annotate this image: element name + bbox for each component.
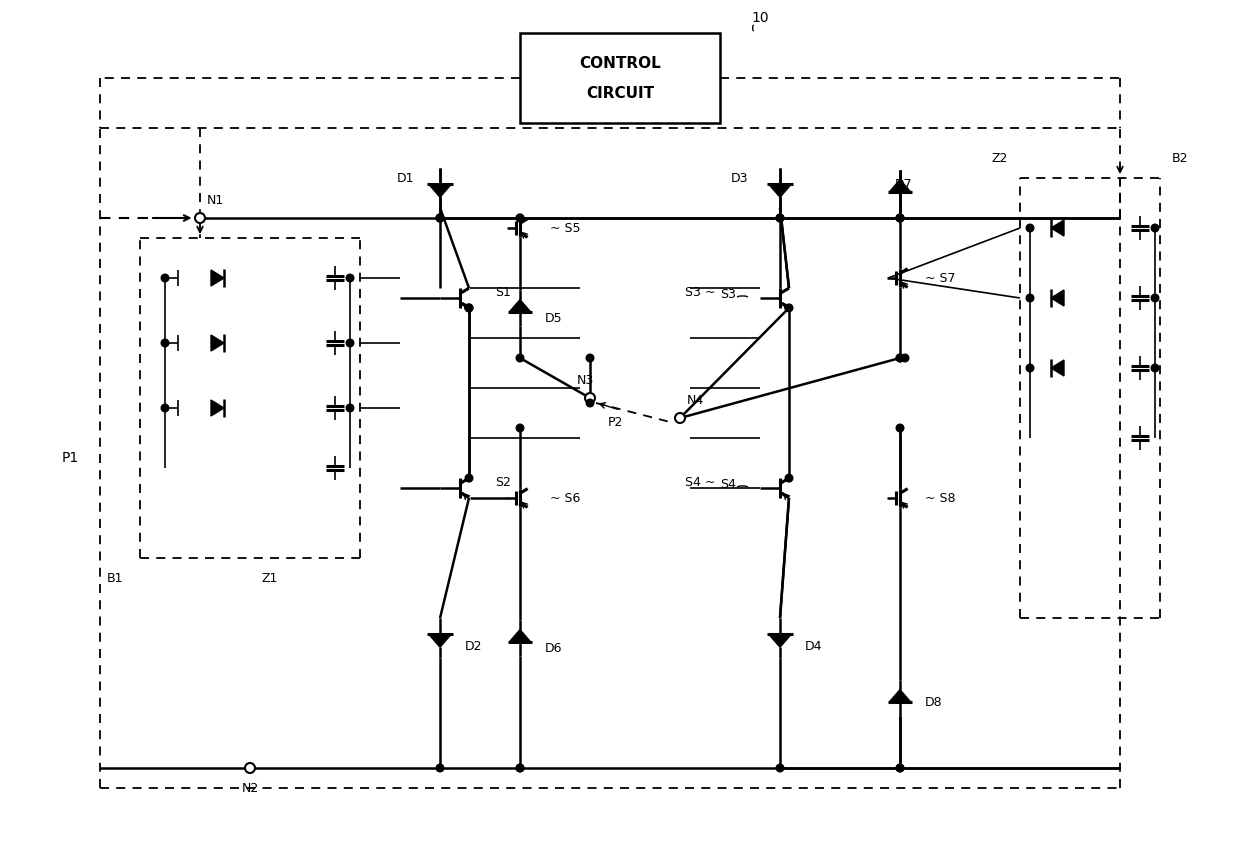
Circle shape bbox=[516, 354, 523, 362]
Text: B1: B1 bbox=[107, 571, 123, 584]
Polygon shape bbox=[1052, 290, 1064, 306]
Circle shape bbox=[675, 413, 684, 423]
Text: S1: S1 bbox=[495, 287, 511, 299]
Text: CIRCUIT: CIRCUIT bbox=[587, 86, 653, 100]
Text: D1: D1 bbox=[397, 172, 414, 184]
Circle shape bbox=[897, 764, 904, 772]
Circle shape bbox=[1151, 224, 1159, 232]
Circle shape bbox=[465, 474, 472, 482]
Text: S4: S4 bbox=[720, 479, 735, 492]
Circle shape bbox=[585, 393, 595, 403]
Text: D7: D7 bbox=[895, 178, 913, 191]
Circle shape bbox=[776, 214, 784, 222]
Circle shape bbox=[1151, 364, 1159, 372]
Circle shape bbox=[516, 214, 523, 222]
Circle shape bbox=[897, 354, 904, 362]
Text: Z2: Z2 bbox=[992, 152, 1008, 165]
Circle shape bbox=[436, 214, 444, 222]
Circle shape bbox=[776, 764, 784, 772]
Text: CONTROL: CONTROL bbox=[579, 56, 661, 70]
Circle shape bbox=[1027, 294, 1034, 302]
Circle shape bbox=[897, 214, 904, 222]
Circle shape bbox=[246, 763, 255, 773]
Text: S3 ~: S3 ~ bbox=[684, 287, 715, 299]
Polygon shape bbox=[429, 634, 451, 647]
Text: N2: N2 bbox=[242, 782, 259, 795]
Text: P1: P1 bbox=[61, 451, 78, 465]
FancyBboxPatch shape bbox=[520, 33, 720, 123]
Text: S2: S2 bbox=[495, 476, 511, 490]
Text: D6: D6 bbox=[546, 642, 563, 655]
Circle shape bbox=[1151, 294, 1159, 302]
Text: P2: P2 bbox=[608, 416, 622, 430]
Text: ~ S6: ~ S6 bbox=[551, 492, 580, 505]
Circle shape bbox=[346, 275, 353, 281]
Text: 10: 10 bbox=[751, 11, 769, 25]
Circle shape bbox=[465, 304, 472, 311]
Circle shape bbox=[897, 214, 904, 222]
Polygon shape bbox=[1052, 360, 1064, 376]
Circle shape bbox=[516, 764, 523, 772]
Text: ~ S5: ~ S5 bbox=[551, 221, 580, 234]
Circle shape bbox=[587, 354, 594, 362]
Polygon shape bbox=[1052, 220, 1064, 236]
Circle shape bbox=[436, 214, 444, 222]
Circle shape bbox=[516, 764, 523, 772]
Circle shape bbox=[1027, 364, 1034, 372]
Circle shape bbox=[587, 399, 594, 407]
Circle shape bbox=[897, 424, 904, 432]
Polygon shape bbox=[889, 179, 910, 191]
Polygon shape bbox=[769, 184, 791, 197]
Circle shape bbox=[436, 764, 444, 772]
Text: D8: D8 bbox=[925, 697, 942, 710]
Text: N3: N3 bbox=[577, 373, 594, 386]
Polygon shape bbox=[889, 690, 910, 702]
Circle shape bbox=[897, 354, 904, 362]
Text: D2: D2 bbox=[465, 639, 482, 652]
Circle shape bbox=[161, 404, 169, 412]
Circle shape bbox=[785, 304, 792, 311]
Circle shape bbox=[516, 214, 523, 222]
Circle shape bbox=[346, 339, 353, 347]
Text: S4 ~: S4 ~ bbox=[684, 476, 715, 490]
Circle shape bbox=[161, 339, 169, 347]
Polygon shape bbox=[510, 630, 531, 642]
Circle shape bbox=[785, 474, 792, 482]
Text: ~ S7: ~ S7 bbox=[925, 271, 956, 285]
Polygon shape bbox=[510, 299, 531, 311]
Circle shape bbox=[897, 214, 904, 222]
Text: D4: D4 bbox=[805, 639, 822, 652]
Text: ~ S8: ~ S8 bbox=[925, 492, 956, 505]
Polygon shape bbox=[211, 335, 224, 351]
Text: Z1: Z1 bbox=[262, 571, 278, 584]
Text: N4: N4 bbox=[687, 394, 703, 407]
Circle shape bbox=[901, 354, 909, 362]
Circle shape bbox=[161, 275, 169, 281]
Polygon shape bbox=[429, 184, 451, 197]
Text: S3: S3 bbox=[720, 288, 735, 301]
Circle shape bbox=[516, 424, 523, 432]
Text: B2: B2 bbox=[1172, 152, 1188, 165]
Circle shape bbox=[346, 404, 353, 412]
Text: D3: D3 bbox=[732, 172, 749, 184]
Polygon shape bbox=[211, 270, 224, 286]
Circle shape bbox=[1027, 224, 1034, 232]
Text: N1: N1 bbox=[206, 194, 223, 207]
Circle shape bbox=[465, 304, 472, 311]
Circle shape bbox=[195, 213, 205, 223]
Polygon shape bbox=[769, 634, 791, 647]
Circle shape bbox=[436, 214, 444, 222]
Text: D5: D5 bbox=[546, 311, 563, 324]
Polygon shape bbox=[211, 400, 224, 416]
Circle shape bbox=[897, 764, 904, 772]
Circle shape bbox=[776, 214, 784, 222]
